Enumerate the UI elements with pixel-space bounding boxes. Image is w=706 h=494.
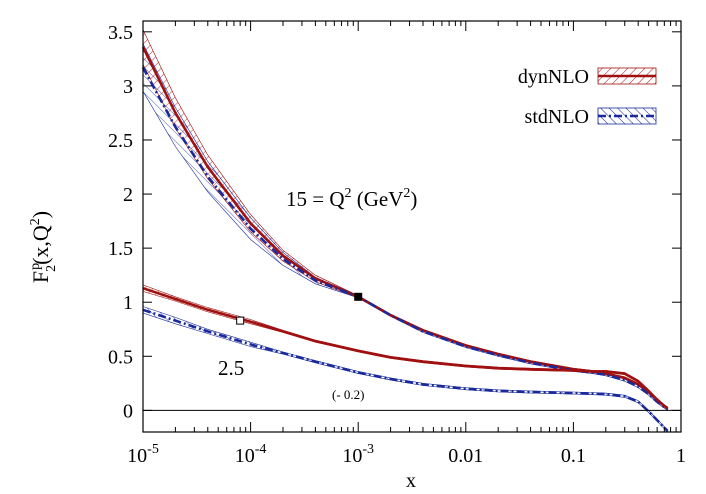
y-tick-label: 0.5 bbox=[108, 346, 133, 368]
band-dynNLO-Q2=2.5 bbox=[142, 284, 668, 410]
series-line-stdNLO-Q2=2.5 bbox=[142, 308, 669, 432]
marker-filled-square bbox=[354, 292, 363, 301]
y-tick-label: 0 bbox=[123, 400, 133, 422]
annotation-q2-2-5: 2.5 bbox=[218, 356, 244, 380]
annotation-q2-15: 15 = Q2 (GeV2) bbox=[286, 186, 417, 211]
series-line-dynNLO-Q2=15 bbox=[141, 46, 669, 410]
series-line-dynNLO-Q2=2.5 bbox=[142, 286, 669, 410]
y-tick-label: 1.5 bbox=[108, 238, 133, 260]
y-axis-label: Fp2(x,Q2) bbox=[28, 211, 59, 283]
marker-group bbox=[236, 292, 363, 325]
y-tick-label: 2.5 bbox=[108, 130, 133, 152]
y-tick-label: 3 bbox=[123, 76, 133, 98]
x-tick-label: 0.01 bbox=[448, 445, 483, 467]
x-tick-label: 10-3 bbox=[342, 442, 374, 467]
x-tick-label: 1 bbox=[676, 445, 686, 467]
y-tick-label: 1 bbox=[123, 292, 133, 314]
annotation-shift: (- 0.2) bbox=[332, 387, 365, 402]
plot-frame bbox=[142, 20, 682, 433]
y-tick-label: 3.5 bbox=[108, 22, 133, 44]
x-axis-label: x bbox=[406, 470, 416, 492]
x-tick-label: 0.1 bbox=[561, 445, 586, 467]
x-tick-label: 10-5 bbox=[127, 442, 159, 467]
legend-label-dynNLO: dynNLO bbox=[518, 66, 589, 88]
legend-label-stdNLO: stdNLO bbox=[525, 106, 589, 128]
y-axis: 0 0.5 1 1.5 2 2.5 3 3.5 bbox=[108, 22, 681, 422]
y-tick-label: 2 bbox=[123, 184, 133, 206]
marker-open-square bbox=[236, 316, 245, 325]
series-lines bbox=[141, 46, 669, 432]
x-tick-label: 10-4 bbox=[235, 442, 267, 467]
x-axis: 10-5 10-4 10-3 0.01 0.1 1 bbox=[127, 21, 686, 467]
legend: dynNLO stdNLO bbox=[518, 66, 657, 128]
series-line-stdNLO-Q2=15 bbox=[141, 66, 669, 411]
